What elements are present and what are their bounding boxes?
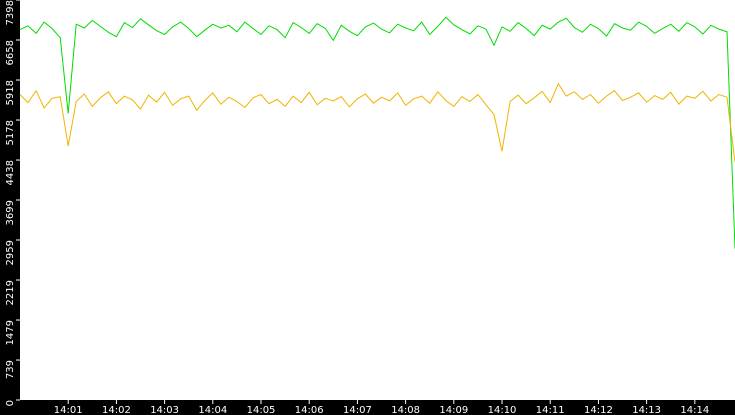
y-tick-label: 4438	[5, 160, 16, 185]
y-tick-label: 3699	[5, 200, 16, 225]
x-tick-label: 14:01	[54, 405, 83, 415]
y-tick-label: 1479	[5, 320, 16, 345]
y-tick-label: 739	[5, 360, 16, 379]
x-tick-label: 14:03	[150, 405, 179, 415]
x-tick-label: 14:14	[680, 405, 709, 415]
series-line	[19, 16, 735, 249]
x-tick-label: 14:13	[632, 405, 661, 415]
x-tick-label: 14:12	[584, 405, 613, 415]
x-tick-label: 14:11	[536, 405, 565, 415]
x-tick-label: 14:09	[439, 405, 468, 415]
x-tick-label: 14:08	[391, 405, 420, 415]
x-tick-label: 14:10	[488, 405, 517, 415]
x-tick-label: 14:02	[102, 405, 131, 415]
y-tick-label: 7398	[5, 0, 16, 25]
y-tick-label: 5918	[5, 80, 16, 105]
x-axis-band	[0, 400, 735, 415]
y-axis-band	[0, 0, 20, 415]
x-tick-label: 14:05	[247, 405, 276, 415]
y-tick-label: 2219	[5, 280, 16, 305]
y-tick-label: 0	[5, 400, 16, 406]
y-tick-label: 6658	[5, 40, 16, 65]
x-tick-label: 14:07	[343, 405, 372, 415]
series-line	[19, 82, 735, 163]
y-tick-label: 5178	[5, 120, 16, 145]
y-tick-label: 2959	[5, 240, 16, 265]
x-tick-label: 14:06	[295, 405, 324, 415]
x-tick-label: 14:04	[198, 405, 227, 415]
